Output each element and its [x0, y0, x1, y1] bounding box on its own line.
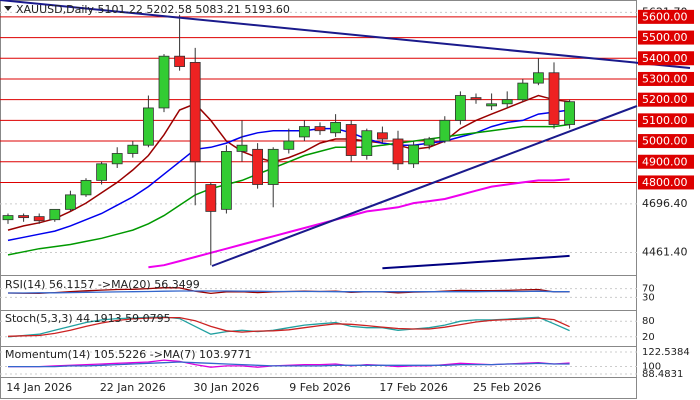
level-label-box — [638, 134, 694, 149]
level-label-box — [638, 30, 694, 45]
level-label: 4900.00 — [642, 155, 688, 168]
candle-body — [564, 101, 575, 125]
candle-body — [533, 72, 544, 84]
candle-body — [189, 62, 201, 163]
candle-body — [127, 144, 139, 154]
panel-label: Stoch(5,3,3) 44.1913 59.0795 — [5, 312, 171, 325]
indicator-line — [8, 290, 570, 294]
level-label-box — [638, 113, 694, 128]
candle-body — [142, 107, 154, 146]
candle-body — [96, 163, 107, 181]
grid — [0, 11, 637, 375]
candle-body — [111, 153, 123, 165]
level-label: 5100.00 — [642, 114, 688, 127]
y-tick-label: 88.4831 — [642, 369, 683, 380]
candle-body — [548, 72, 560, 125]
candle-body — [517, 82, 529, 101]
level-label-box — [638, 92, 694, 107]
candle-body — [501, 99, 513, 105]
candle-body — [376, 132, 388, 140]
candle-body — [283, 140, 295, 150]
indicator-line — [7, 94, 570, 231]
y-tick-label: 100 — [642, 362, 661, 373]
candle-body — [205, 184, 217, 212]
level-label-box — [638, 154, 694, 169]
candle-body — [2, 215, 14, 221]
candle-body — [330, 122, 342, 134]
candle-body — [49, 208, 61, 221]
plot-frame — [0, 0, 637, 399]
candle-body — [298, 126, 310, 138]
level-label: 5400.00 — [642, 52, 688, 65]
x-tick-label: 25 Feb 2026 — [473, 381, 541, 394]
y-tick-label: 70 — [642, 284, 655, 295]
indicator-line — [7, 316, 570, 338]
level-label-box — [638, 51, 694, 66]
y-tick-label: 4696.40 — [642, 197, 688, 210]
indicator-line — [148, 178, 570, 269]
x-tick-label: 14 Jan 2026 — [6, 381, 72, 394]
level-label: 5300.00 — [642, 72, 688, 85]
x-tick-label: 17 Feb 2026 — [379, 381, 447, 394]
candle-body — [408, 144, 420, 165]
candle-body — [392, 138, 404, 165]
level-label-box — [638, 71, 694, 86]
marks — [2, 14, 575, 368]
candle-body — [33, 216, 45, 222]
candle-body — [158, 55, 170, 109]
candle-body — [267, 148, 279, 185]
candle-body — [314, 126, 326, 132]
y-tick-label: 30 — [642, 292, 655, 303]
candle-body — [361, 130, 373, 156]
candle-body — [439, 119, 451, 142]
chart-title: XAUUSD,Daily 5101.22 5202.58 5083.21 519… — [16, 3, 290, 16]
level-label: 4800.00 — [642, 176, 688, 189]
level-label: 5600.00 — [642, 10, 688, 23]
candle-body — [80, 179, 92, 196]
y-tick-label: 122.5384 — [642, 347, 690, 358]
title-arrow — [4, 6, 12, 11]
candle-body — [252, 148, 264, 185]
x-tick-label: 9 Feb 2026 — [289, 381, 350, 394]
panel-label: RSI(14) 56.1157 ->MA(20) 56.3499 — [5, 278, 200, 291]
panel-label: Momentum(14) 105.5226 ->MA(7) 103.9771 — [5, 348, 252, 361]
indicator-line — [382, 254, 570, 270]
y-tick-label: 80 — [642, 316, 655, 327]
y-tick-label: 4461.40 — [642, 246, 688, 259]
level-label-box — [638, 9, 694, 24]
candle-body — [454, 95, 466, 121]
labels: 5621.704696.404461.405600.005500.005400.… — [5, 5, 694, 394]
indicator-line — [7, 123, 570, 256]
candle-body — [345, 124, 357, 156]
x-tick-label: 22 Jan 2026 — [100, 381, 166, 394]
trend-line — [0, 0, 691, 69]
x-tick-label: 30 Jan 2026 — [193, 381, 259, 394]
candle-body — [486, 103, 498, 107]
candle-body — [174, 55, 186, 67]
indicator-line — [8, 361, 570, 368]
level-label: 5200.00 — [642, 93, 688, 106]
indicator-line — [7, 316, 570, 337]
level-label: 5500.00 — [642, 31, 688, 44]
candle-body — [18, 215, 30, 219]
candle-body — [220, 151, 232, 210]
trend-line — [211, 105, 638, 267]
level-label-box — [638, 175, 694, 190]
candle-body — [423, 138, 435, 146]
candle-body — [236, 144, 248, 152]
candle-body — [470, 97, 482, 101]
y-tick-label: 20 — [642, 332, 655, 343]
candle-body — [65, 194, 76, 210]
level-label: 5000.00 — [642, 135, 688, 148]
